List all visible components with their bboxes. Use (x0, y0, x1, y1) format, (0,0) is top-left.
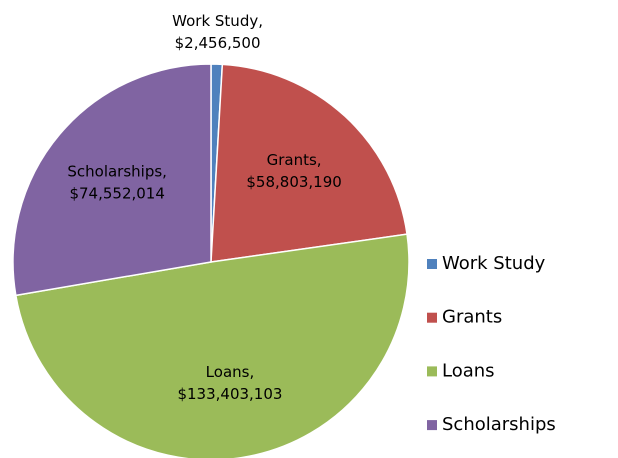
pie-slice (12, 63, 212, 297)
data-label-name: Loans, (206, 363, 255, 381)
legend-label: Scholarships (442, 414, 556, 435)
data-label-name: Scholarships, (67, 162, 167, 180)
legend-label: Loans (442, 360, 495, 381)
legend-swatch (427, 312, 437, 323)
data-label-value: $74,552,014 (69, 184, 164, 202)
data-label-value: $2,456,500 (175, 34, 261, 52)
pie-slice (210, 63, 408, 263)
legend-swatch (427, 366, 437, 377)
legend-label: Grants (442, 307, 502, 328)
data-label-name: Grants, (267, 151, 322, 169)
legend-label: Work Study (442, 253, 546, 274)
data-label-value: $58,803,190 (246, 173, 341, 191)
legend-swatch (427, 420, 437, 431)
data-label-value: $133,403,103 (177, 385, 282, 403)
data-label-name: Work Study, (172, 12, 263, 30)
legend-swatch (427, 259, 437, 269)
